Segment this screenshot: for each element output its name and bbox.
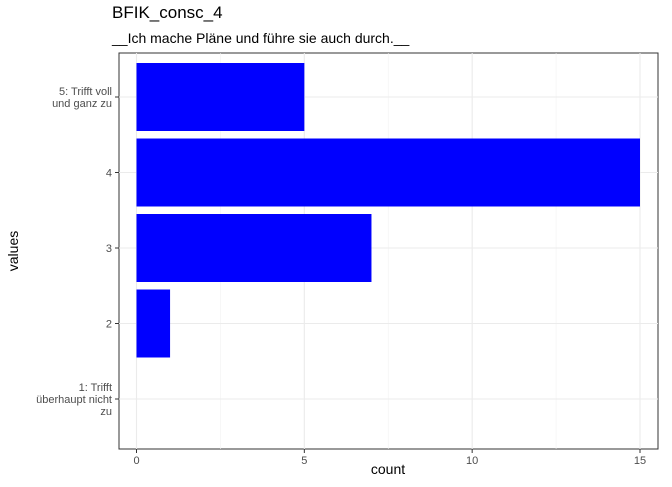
y-axis-ticks: 1: Trifft überhaupt nicht zu 2 3 4 5: Trifft v… [36, 86, 119, 418]
chart-title: BFIK_consc_4 [112, 3, 223, 22]
bar [136, 289, 171, 358]
y-tick-label: 3 [106, 243, 112, 255]
bar [136, 214, 372, 282]
y-tick-label: 5: Trifft voll und ganz zu [52, 86, 112, 110]
x-tick-label: 5 [301, 455, 307, 467]
x-axis-ticks: 0 5 10 15 [133, 449, 646, 467]
x-axis-title: count [371, 461, 405, 477]
chart-subtitle: __Ich mache Pläne und führe sie auch dur… [112, 30, 410, 46]
x-tick-label: 15 [634, 455, 646, 467]
x-tick-label: 10 [466, 455, 478, 467]
bar [136, 63, 305, 131]
y-tick-label: 4 [106, 168, 112, 180]
y-axis-title: values [5, 231, 21, 271]
y-tick-label: 2 [106, 319, 112, 331]
x-tick-label: 0 [133, 455, 139, 467]
bar [136, 138, 640, 207]
bars [136, 63, 640, 358]
y-tick-label: 1: Trifft überhaupt nicht zu [36, 382, 112, 418]
